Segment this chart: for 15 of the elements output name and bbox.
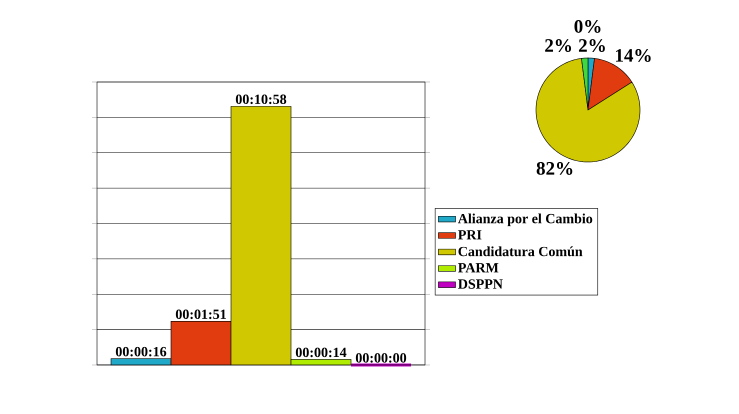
data-label: 00:00:14	[296, 348, 346, 358]
data-label: 00:00:00	[356, 353, 406, 363]
data-label: 2%	[545, 39, 572, 52]
data-label: 2%	[578, 39, 605, 52]
legend-label: DSPPN	[458, 279, 503, 289]
legend-label: PARM	[458, 263, 498, 272]
legend-label: Candidatura Común	[458, 246, 582, 256]
data-label: 14%	[616, 49, 651, 62]
data-label: 00:01:51	[176, 310, 226, 320]
data-label: 00:00:16	[116, 346, 166, 356]
data-label: 00:10:58	[236, 94, 286, 104]
data-label: 82%	[536, 162, 572, 175]
legend-label: Alianza por el Cambio	[458, 213, 592, 226]
legend-label: PRI	[458, 230, 482, 240]
text: 0%	[574, 20, 600, 33]
